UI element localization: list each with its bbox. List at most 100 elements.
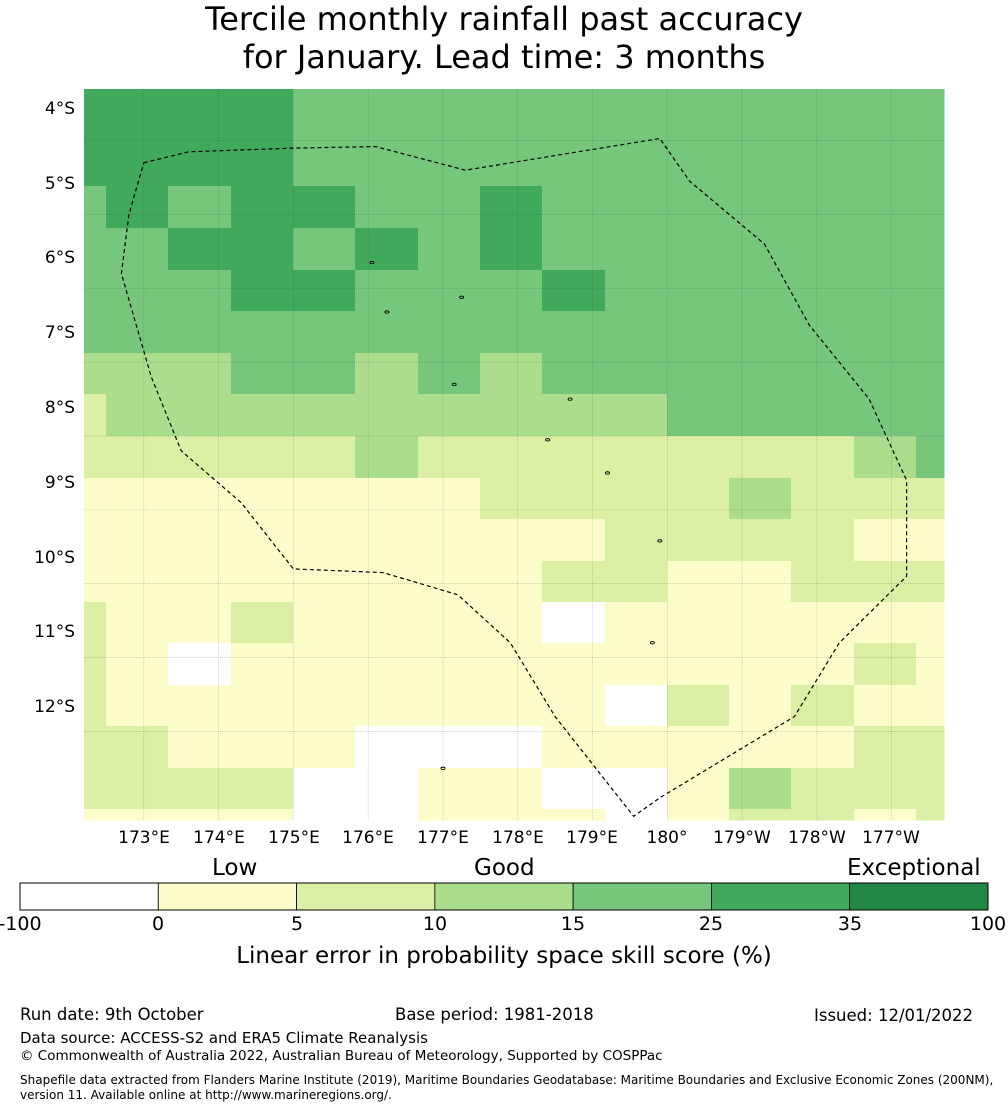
colorbar-frame (19, 882, 989, 911)
grid-cell (667, 270, 730, 312)
grid-cell (168, 353, 232, 395)
grid-cell (729, 394, 792, 437)
grid-cell (355, 394, 419, 437)
grid-cell (791, 228, 855, 271)
island-outline (451, 382, 457, 387)
grid-cell (106, 186, 169, 229)
grid-cell (542, 436, 606, 479)
grid-cell (84, 89, 107, 103)
grid-cell (231, 228, 294, 271)
grid-cell (916, 768, 945, 810)
grid-cell (542, 643, 606, 686)
grid-cell (418, 394, 481, 437)
grid-cell (605, 270, 668, 312)
category-exceptional: Exceptional (847, 855, 981, 881)
grid-cell (791, 519, 855, 562)
grid-cell (729, 726, 792, 769)
grid-cell (480, 353, 543, 395)
grid-cell (605, 643, 668, 686)
grid-cell (231, 270, 294, 312)
grid-cell (355, 89, 419, 103)
grid-cell (293, 144, 356, 187)
grid-cell (542, 394, 606, 437)
grid-cell (106, 478, 169, 520)
grid-cell (729, 228, 792, 271)
grid-cell (84, 186, 107, 229)
grid-cell (605, 394, 668, 437)
grid-cell (231, 186, 294, 229)
grid-cell (480, 270, 543, 312)
grid-cell (854, 353, 917, 395)
grid-cell (480, 186, 543, 229)
grid-cell (542, 561, 606, 603)
grid-cell (418, 478, 481, 520)
grid-cell (667, 478, 730, 520)
grid-cell (854, 436, 917, 479)
grid-cell (418, 643, 481, 686)
grid-cell (418, 561, 481, 603)
grid-cell (916, 602, 945, 644)
grid-cell (106, 726, 169, 769)
grid-cell (418, 602, 481, 644)
grid-cell (293, 270, 356, 312)
grid-cell (293, 311, 356, 354)
grid-cell (729, 685, 792, 727)
grid-cell (168, 643, 232, 686)
grid-cell (106, 685, 169, 727)
grid-cell (106, 228, 169, 271)
grid-cell (106, 809, 169, 821)
grid-cell (791, 353, 855, 395)
grid-cell (542, 186, 606, 229)
grid-cell (418, 311, 481, 354)
grid-cell (293, 519, 356, 562)
grid-cell (293, 561, 356, 603)
grid-cell (791, 144, 855, 187)
grid-cell (418, 436, 481, 479)
grid-cell (84, 102, 107, 145)
grid-cell (791, 311, 855, 354)
islands (369, 260, 663, 770)
grid-cell (106, 270, 169, 312)
grid-cell (729, 186, 792, 229)
lon-label-179w: 179°W (713, 828, 771, 848)
grid-cell (605, 353, 668, 395)
grid-cell (916, 726, 945, 769)
grid-cell (480, 89, 543, 103)
grid-cell (667, 394, 730, 437)
grid-cell (667, 186, 730, 229)
lon-label-175e: 175°E (268, 828, 320, 848)
grid-cell (231, 144, 294, 187)
lon-label-174e: 174°E (193, 828, 245, 848)
lat-label-5s: 5°S (44, 174, 75, 194)
grid-cell (355, 102, 419, 145)
grid-cell (480, 768, 543, 810)
grid-cell (168, 228, 232, 271)
grid-cell (542, 270, 606, 312)
grid-cell (418, 89, 481, 103)
grid-cell (667, 436, 730, 479)
skill-grid (84, 89, 945, 821)
grid-cell (480, 478, 543, 520)
grid-cell (480, 602, 543, 644)
grid-cell (84, 685, 107, 727)
data-source: Data source: ACCESS-S2 and ERA5 Climate … (20, 1029, 428, 1047)
grid-cell (84, 270, 107, 312)
grid-cell (916, 89, 945, 103)
island-outline (657, 539, 663, 543)
grid-cell (480, 561, 543, 603)
grid-cell (480, 809, 543, 821)
lat-label-6s: 6°S (44, 248, 75, 268)
grid-cell (667, 602, 730, 644)
grid-cell (542, 353, 606, 395)
grid-cell (293, 228, 356, 271)
grid-cell (293, 353, 356, 395)
grid-cell (916, 102, 945, 145)
lat-label-9s: 9°S (44, 473, 75, 493)
colorbar-segment (19, 882, 159, 911)
grid-cell (355, 602, 419, 644)
map-title: Tercile monthly rainfall past accuracy f… (0, 0, 1008, 76)
tick-15: 15 (560, 913, 586, 935)
island-outline (605, 471, 610, 475)
grid-cell (84, 726, 107, 769)
grid-cell (480, 643, 543, 686)
